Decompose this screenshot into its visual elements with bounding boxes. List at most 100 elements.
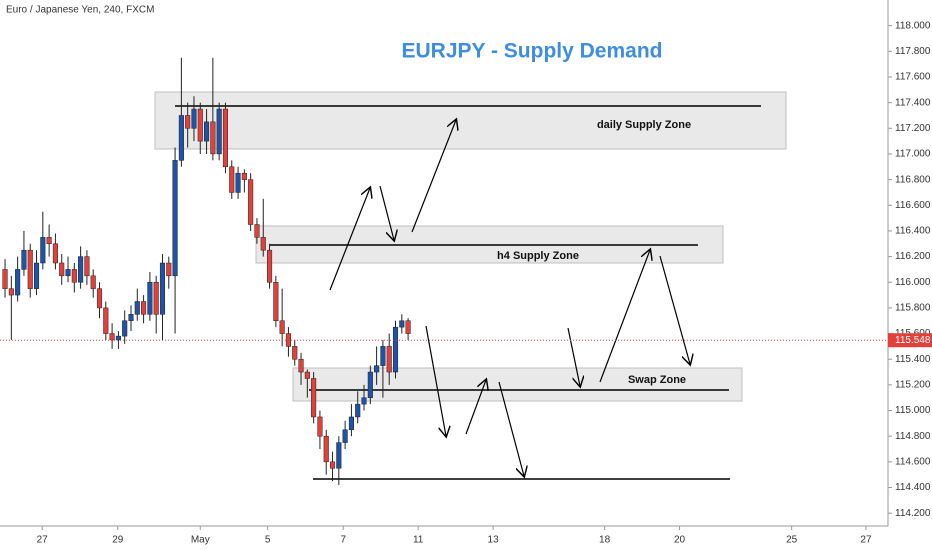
x-tick-label: 13 xyxy=(488,535,500,546)
candle-body xyxy=(317,416,323,437)
candle-body xyxy=(172,160,178,277)
candle-body xyxy=(248,179,254,225)
candle-body xyxy=(166,262,172,277)
candle-body xyxy=(197,108,203,142)
candle-body xyxy=(33,262,40,289)
x-tick-label: 7 xyxy=(340,535,346,546)
candle-body xyxy=(27,249,33,289)
chart-title: EURJPY - Supply Demand xyxy=(401,40,662,63)
y-tick-label: 116.400 xyxy=(895,226,931,237)
candle-body xyxy=(222,108,229,168)
candle-body xyxy=(46,237,52,245)
candle-body xyxy=(21,249,27,270)
y-tick-label: 116.600 xyxy=(895,200,931,211)
candle-body xyxy=(292,346,298,360)
candle-body xyxy=(241,172,247,180)
candle-body xyxy=(323,435,329,463)
arrow xyxy=(498,381,524,476)
candle-body xyxy=(273,281,279,321)
y-tick-label: 117.000 xyxy=(895,149,931,160)
zone-label: daily Supply Zone xyxy=(597,119,691,131)
x-tick-label: 5 xyxy=(265,535,271,546)
candle-body xyxy=(8,288,14,296)
x-tick-label: 20 xyxy=(674,535,686,546)
zone-label: Swap Zone xyxy=(628,374,686,386)
x-tick-label: May xyxy=(191,535,210,546)
daily-zone xyxy=(154,91,787,150)
candle-body xyxy=(266,249,273,283)
candle-body xyxy=(71,269,77,283)
candle-body xyxy=(229,166,235,193)
x-tick-label: 11 xyxy=(413,535,424,546)
candle-body xyxy=(128,314,134,321)
arrow xyxy=(425,325,446,436)
current-price-label: 115.548 xyxy=(895,335,931,346)
candle-body xyxy=(122,320,128,337)
candle-body xyxy=(367,371,373,398)
candle-body xyxy=(134,301,140,315)
candle-body xyxy=(159,262,166,315)
x-tick-label: 25 xyxy=(786,535,798,546)
arrow xyxy=(329,188,370,291)
candle-body xyxy=(348,416,354,431)
candle-body xyxy=(109,333,115,341)
candle-body xyxy=(178,115,184,161)
arrow xyxy=(465,380,486,435)
candle-body xyxy=(254,224,260,238)
candle-body xyxy=(405,320,411,334)
candle-body xyxy=(204,121,210,142)
y-tick-label: 114.400 xyxy=(895,482,931,493)
y-tick-label: 116.800 xyxy=(895,174,931,185)
candle-body xyxy=(216,108,222,155)
y-tick-label: 115.400 xyxy=(895,354,931,365)
candle-body xyxy=(386,346,392,373)
y-tick-label: 117.200 xyxy=(895,123,931,134)
y-tick-label: 117.800 xyxy=(895,46,931,57)
candle-body xyxy=(380,346,386,366)
candle-body xyxy=(374,365,380,373)
y-tick-label: 117.600 xyxy=(895,72,931,83)
y-tick-label: 118.000 xyxy=(895,20,931,31)
candle-body xyxy=(185,115,191,129)
candle-body xyxy=(90,275,96,289)
candle-body xyxy=(399,320,405,328)
candle-body xyxy=(103,307,109,334)
candle-body xyxy=(52,243,58,264)
candle-body xyxy=(235,172,241,193)
candle-body xyxy=(392,326,399,373)
candle-body xyxy=(279,320,285,334)
candle-body xyxy=(355,403,361,418)
candle-body xyxy=(2,269,8,289)
arrow xyxy=(567,327,580,386)
zone-label: h4 Supply Zone xyxy=(497,250,579,262)
y-tick-label: 114.600 xyxy=(895,456,931,467)
candle-body xyxy=(304,371,310,379)
y-tick-label: 115.200 xyxy=(895,380,931,391)
x-tick-label: 18 xyxy=(599,535,611,546)
candle-body xyxy=(191,108,197,129)
x-tick-label: 27 xyxy=(860,535,872,546)
candle-body xyxy=(361,397,367,405)
arrow xyxy=(659,255,690,364)
x-tick-label: 27 xyxy=(37,535,49,546)
candle-body xyxy=(40,237,46,264)
candle-body xyxy=(141,301,147,315)
candle-body xyxy=(342,429,348,443)
candle-body xyxy=(147,281,153,315)
arrow xyxy=(599,250,650,383)
arrow xyxy=(411,120,456,233)
y-tick-label: 116.000 xyxy=(895,277,931,288)
candle-body xyxy=(84,256,90,277)
candle-body xyxy=(78,256,84,283)
y-tick-label: 114.800 xyxy=(895,431,931,442)
y-tick-label: 116.200 xyxy=(895,251,931,262)
candle-body xyxy=(210,121,216,155)
candle-body xyxy=(15,269,21,296)
y-tick-label: 117.400 xyxy=(895,97,931,108)
candle-body xyxy=(336,442,342,469)
drawings: daily Supply Zone h4 Supply Zone Swap Zo… xyxy=(154,91,787,480)
candle-body xyxy=(115,335,121,341)
candle-body xyxy=(311,378,317,418)
symbol-label: Euro / Japanese Yen, 240, FXCM xyxy=(6,5,154,16)
